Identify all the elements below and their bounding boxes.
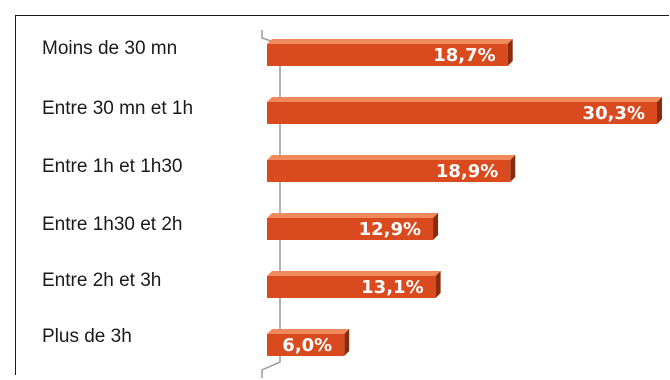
value-label: 12,9% (359, 219, 421, 240)
bar-side (657, 97, 662, 124)
bar-top (267, 39, 513, 44)
category-label: Entre 30 mn et 1h (42, 98, 193, 119)
value-label: 13,1% (361, 277, 423, 298)
bar (267, 44, 508, 66)
bar (267, 276, 436, 298)
category-label: Entre 1h et 1h30 (42, 156, 183, 177)
bar (267, 334, 345, 356)
category-label: Entre 1h30 et 2h (42, 214, 183, 235)
bar (267, 160, 511, 182)
category-label: Entre 2h et 3h (42, 270, 161, 291)
bar-side (433, 213, 439, 240)
value-label: 18,9% (436, 161, 498, 182)
bar (267, 218, 434, 240)
bar-top (267, 271, 441, 276)
bar-side (510, 155, 516, 182)
bar (267, 102, 657, 124)
bar-top (267, 329, 350, 334)
bar-side (344, 329, 350, 356)
bar-side (435, 271, 441, 298)
category-label: Plus de 3h (42, 326, 132, 347)
bar-top (267, 97, 662, 102)
bar-top (267, 213, 439, 218)
axis-line (261, 30, 281, 378)
category-label: Moins de 30 mn (42, 38, 177, 59)
bar-top (267, 155, 516, 160)
value-label: 30,3% (583, 103, 645, 124)
chart-frame (15, 15, 669, 375)
value-label: 18,7% (433, 45, 495, 66)
bar-side (507, 39, 513, 66)
value-label: 6,0% (282, 335, 332, 356)
